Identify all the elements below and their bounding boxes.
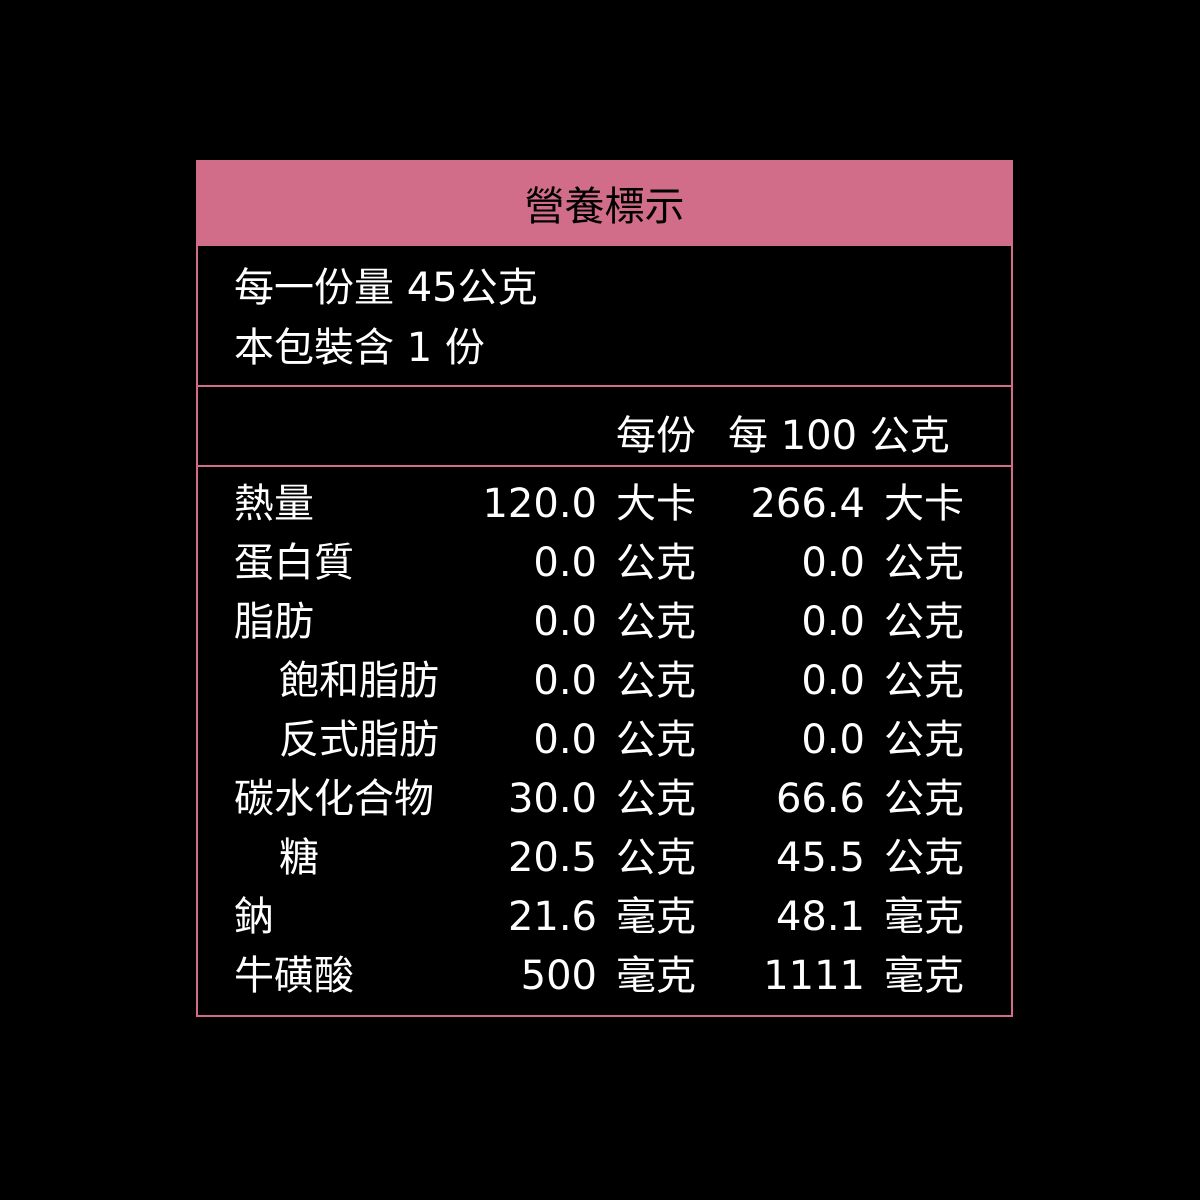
per-serving-value: 0.0 <box>533 540 597 586</box>
per-100g-value: 45.5 <box>775 835 865 881</box>
per-100g-value: 0.0 <box>801 717 865 763</box>
nutrient-row: 牛磺酸 500 毫克 1111 毫克 <box>198 947 1011 1006</box>
per-serving-value: 21.6 <box>507 894 597 940</box>
nutrient-row: 碳水化合物 30.0 公克 66.6 公克 <box>198 770 1011 829</box>
per-serving-value: 120.0 <box>482 481 597 527</box>
per-100g-unit: 毫克 <box>884 953 964 999</box>
per-serving-unit: 公克 <box>616 835 696 881</box>
nutrient-name: 反式脂肪 <box>279 717 439 763</box>
nutrient-row: 鈉 21.6 毫克 48.1 毫克 <box>198 888 1011 947</box>
nutrient-name: 鈉 <box>234 894 274 940</box>
nutrient-name: 牛磺酸 <box>234 953 354 999</box>
per-serving-value: 500 <box>520 953 597 999</box>
serving-size: 每一份量 45公克 <box>234 265 538 311</box>
per-100g-value: 66.6 <box>775 776 865 822</box>
per-serving-unit: 公克 <box>616 599 696 645</box>
per-100g-header: 每 100 公克 <box>728 413 950 459</box>
nutrient-row: 蛋白質 0.0 公克 0.0 公克 <box>198 534 1011 593</box>
nutrient-name: 糖 <box>279 835 319 881</box>
servings-per-package: 本包裝含 1 份 <box>234 325 485 371</box>
nutrient-rows: 熱量 120.0 大卡 266.4 大卡 蛋白質 0.0 公克 0.0 公克 脂肪 0.0 公克 0.0 公… <box>198 467 1011 1006</box>
per-100g-value: 0.0 <box>801 658 865 704</box>
per-serving-unit: 公克 <box>616 540 696 586</box>
per-100g-unit: 公克 <box>884 717 964 763</box>
per-100g-value: 0.0 <box>801 540 865 586</box>
per-serving-unit: 公克 <box>616 717 696 763</box>
nutrient-row: 糖 20.5 公克 45.5 公克 <box>198 829 1011 888</box>
label-title: 營養標示 <box>198 162 1011 244</box>
nutrient-name: 蛋白質 <box>234 540 354 586</box>
nutrient-row: 脂肪 0.0 公克 0.0 公克 <box>198 593 1011 652</box>
per-serving-value: 0.0 <box>533 599 597 645</box>
nutrition-label: 營養標示 每一份量 45公克 本包裝含 1 份 每份 每 100 公克 熱量 12… <box>196 160 1013 1017</box>
per-serving-unit: 公克 <box>616 658 696 704</box>
per-100g-unit: 公克 <box>884 540 964 586</box>
nutrient-row: 飽和脂肪 0.0 公克 0.0 公克 <box>198 652 1011 711</box>
nutrient-row: 反式脂肪 0.0 公克 0.0 公克 <box>198 711 1011 770</box>
per-100g-value: 48.1 <box>775 894 865 940</box>
serving-info: 每一份量 45公克 本包裝含 1 份 <box>198 244 1011 387</box>
per-serving-unit: 毫克 <box>616 894 696 940</box>
per-serving-unit: 毫克 <box>616 953 696 999</box>
per-100g-value: 266.4 <box>750 481 865 527</box>
per-100g-unit: 公克 <box>884 599 964 645</box>
nutrient-name: 脂肪 <box>234 599 314 645</box>
per-100g-value: 1111 <box>763 953 865 999</box>
per-100g-unit: 公克 <box>884 658 964 704</box>
per-serving-value: 0.0 <box>533 717 597 763</box>
nutrient-name: 熱量 <box>234 481 314 527</box>
per-serving-unit: 大卡 <box>616 481 696 527</box>
per-100g-value: 0.0 <box>801 599 865 645</box>
per-serving-unit: 公克 <box>616 776 696 822</box>
per-serving-value: 0.0 <box>533 658 597 704</box>
nutrient-name: 碳水化合物 <box>234 776 434 822</box>
per-serving-value: 20.5 <box>507 835 597 881</box>
per-serving-header: 每份 <box>616 413 696 459</box>
nutrient-name: 飽和脂肪 <box>279 658 439 704</box>
per-100g-unit: 公克 <box>884 776 964 822</box>
per-serving-value: 30.0 <box>507 776 597 822</box>
per-100g-unit: 公克 <box>884 835 964 881</box>
per-100g-unit: 毫克 <box>884 894 964 940</box>
column-headers: 每份 每 100 公克 <box>198 387 1011 467</box>
per-100g-unit: 大卡 <box>884 481 964 527</box>
nutrient-row: 熱量 120.0 大卡 266.4 大卡 <box>198 475 1011 534</box>
